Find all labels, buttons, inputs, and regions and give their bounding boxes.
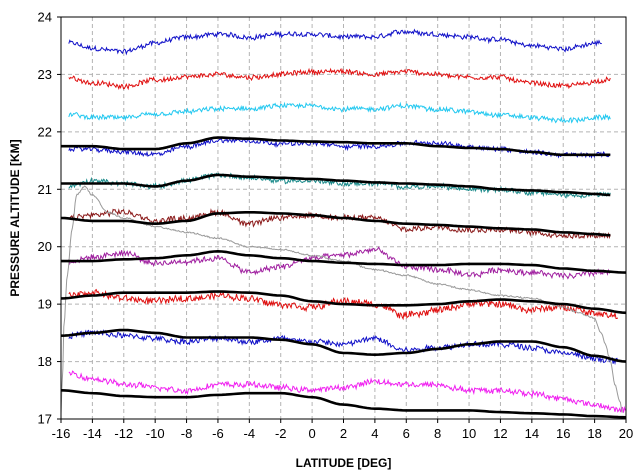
measured-trace-7	[68, 288, 619, 321]
model-curve-12	[61, 173, 611, 197]
model-curve-15	[60, 290, 627, 315]
x-tick-label: 14	[525, 426, 539, 441]
y-tick-label: 17	[38, 412, 52, 427]
measured-trace-4	[68, 172, 611, 200]
x-tick-label: -8	[181, 426, 193, 441]
y-axis-title: PRESSURE ALTITUDE [KM]	[8, 139, 22, 296]
x-tick-label: -16	[52, 426, 71, 441]
x-tick-label: -14	[83, 426, 102, 441]
x-tick-label: 10	[462, 426, 476, 441]
measured-trace-0	[68, 28, 602, 56]
y-tick-label: 21	[38, 182, 52, 197]
x-tick-label: -6	[212, 426, 224, 441]
x-tick-label: -10	[146, 426, 165, 441]
y-tick-label: 18	[38, 354, 52, 369]
x-tick-label: -12	[114, 426, 133, 441]
model-curve-14	[61, 250, 627, 274]
measured-trace-6	[68, 246, 611, 280]
x-axis-ticks: -16 -14 -12 -10 -8 -6 -4 -2 0 2 4 6 8 10 12 14 16 18 20	[52, 419, 633, 441]
x-tick-label: 4	[371, 426, 378, 441]
x-tick-label: 12	[493, 426, 507, 441]
series-layer	[60, 28, 627, 419]
x-axis-title: LATITUDE [DEG]	[296, 456, 392, 470]
x-tick-label: -4	[244, 426, 256, 441]
model-curve-13	[60, 211, 611, 237]
y-tick-label: 20	[38, 239, 52, 254]
model-curve-17	[60, 389, 627, 419]
y-tick-label: 19	[38, 297, 52, 312]
y-tick-label: 22	[38, 124, 52, 139]
measured-trace-1	[68, 67, 611, 91]
model-curve-16	[60, 328, 627, 363]
measured-trace-3	[68, 137, 611, 159]
model-curve-11	[61, 136, 611, 157]
y-axis-ticks: 17 18 19 20 21 22 23 24	[38, 10, 61, 427]
x-tick-label: 16	[556, 426, 570, 441]
x-tick-label: 20	[619, 426, 633, 441]
measured-trace-8	[68, 329, 619, 366]
measured-trace-9	[68, 370, 626, 413]
measured-trace-2	[68, 101, 611, 124]
x-tick-label: -2	[275, 426, 287, 441]
x-tick-label: 8	[434, 426, 441, 441]
x-tick-label: 18	[587, 426, 601, 441]
y-tick-label: 24	[38, 10, 52, 25]
x-tick-label: 2	[340, 426, 347, 441]
measured-trace-10	[60, 185, 623, 414]
x-tick-label: 0	[308, 426, 315, 441]
y-tick-label: 23	[38, 67, 52, 82]
x-tick-label: 6	[403, 426, 410, 441]
